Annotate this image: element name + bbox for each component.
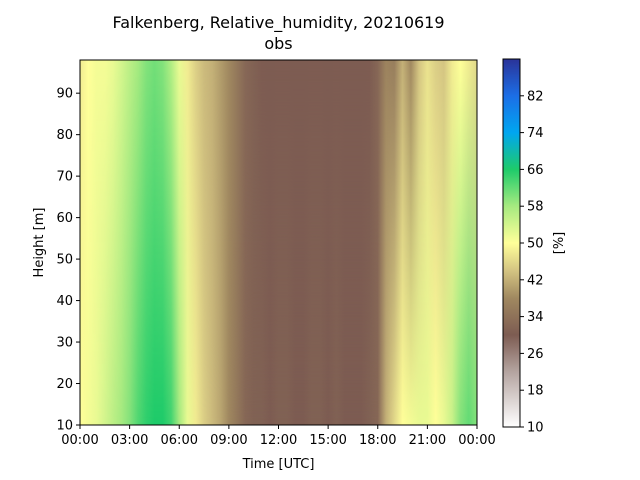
y-tick-label: 30	[56, 336, 73, 351]
y-tick-label: 50	[56, 253, 73, 268]
colorbar: 10 18 26 34 42 50 58 66 74 82 [%]	[502, 58, 567, 436]
x-tick-label: 00:00	[61, 433, 98, 448]
x-tick-label: 09:00	[210, 433, 247, 448]
x-tick-label: 21:00	[409, 433, 446, 448]
y-tick-label: 10	[56, 419, 73, 434]
y-tick-label: 20	[56, 377, 73, 392]
x-tick-label: 03:00	[111, 433, 148, 448]
plot-area	[79, 59, 478, 426]
colorbar-tick-label: 34	[527, 310, 544, 325]
y-axis: 10 20 30 40 50 60 70 80 90	[56, 87, 80, 434]
colorbar-tick-label: 42	[527, 273, 544, 288]
colorbar-ticks: 10 18 26 34 42 50 58 66 74 82	[520, 89, 544, 436]
y-tick-label: 90	[56, 87, 73, 102]
colorbar-tick-label: 58	[527, 200, 544, 215]
chart-subtitle: obs	[264, 34, 292, 53]
colorbar-tick-label: 50	[527, 237, 544, 252]
y-tick-label: 80	[56, 128, 73, 143]
colorbar-tick-label: 18	[527, 384, 544, 399]
heatmap-top-layer	[80, 60, 477, 425]
y-tick-label: 70	[56, 170, 73, 185]
x-tick-label: 12:00	[260, 433, 297, 448]
y-axis-label: Height [m]	[32, 208, 47, 278]
y-tick-label: 40	[56, 294, 73, 309]
x-axis-label: Time [UTC]	[242, 457, 315, 472]
x-axis: 00:00 03:00 06:00 09:00 12:00 15:00 18:00 21:00…	[61, 425, 496, 448]
chart-title: Falkenberg, Relative_humidity, 20210619	[112, 13, 444, 33]
colorbar-label: [%]	[552, 232, 567, 255]
y-tick-label: 60	[56, 211, 73, 226]
colorbar-tick-label: 74	[527, 126, 544, 141]
colorbar-tick-label: 26	[527, 347, 544, 362]
x-tick-label: 00:00	[458, 433, 495, 448]
colorbar-tick-label: 10	[527, 421, 544, 436]
x-tick-label: 15:00	[309, 433, 346, 448]
x-tick-label: 18:00	[359, 433, 396, 448]
colorbar-fill	[503, 59, 520, 427]
colorbar-tick-label: 82	[527, 89, 544, 104]
x-tick-label: 06:00	[161, 433, 198, 448]
colorbar-tick-label: 66	[527, 163, 544, 178]
